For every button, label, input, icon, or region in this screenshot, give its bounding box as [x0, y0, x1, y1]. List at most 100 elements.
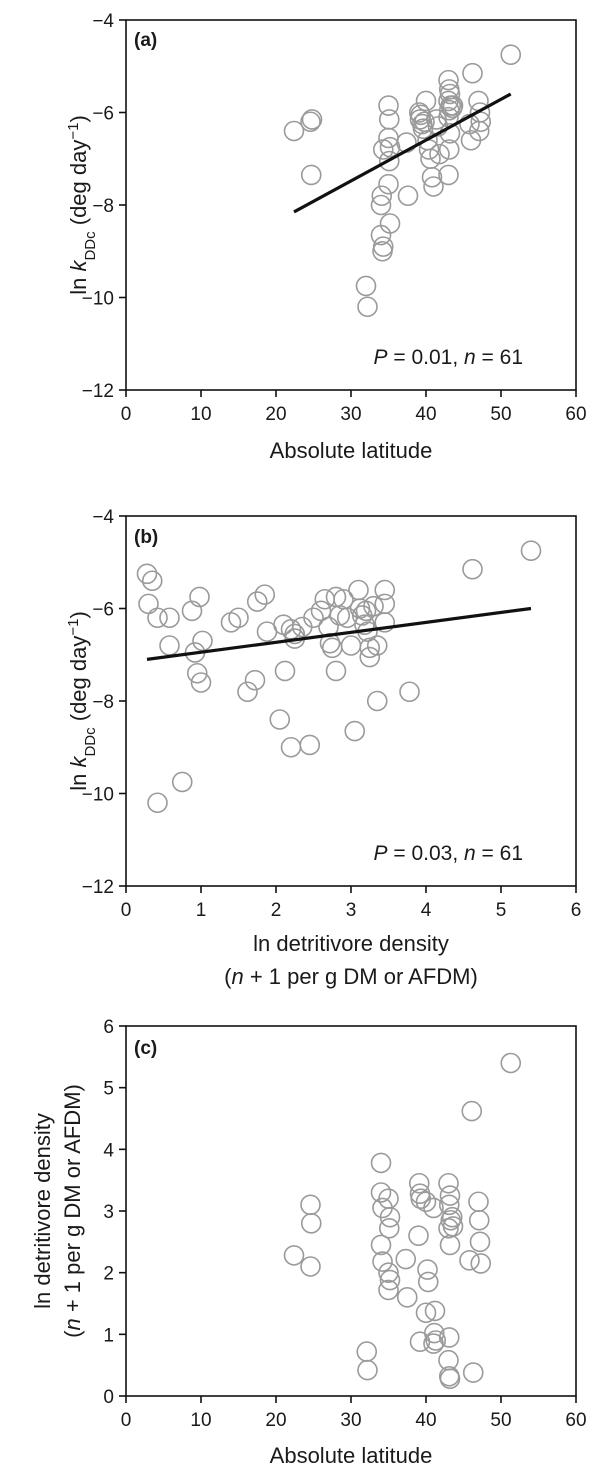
panel-a-p-label: P: [374, 346, 388, 369]
panel-c-data-point: [415, 1302, 437, 1324]
panel-c-y-tick-label: 1: [103, 1325, 114, 1346]
panel-c-data-point: [469, 1231, 491, 1253]
panel-a-points: [283, 44, 522, 318]
panel-a-data-point: [357, 296, 378, 318]
panel-b-y-axis-label-end: ): [66, 611, 91, 618]
panel-b-data-point: [246, 591, 268, 612]
panel-a-x-tick-label: 30: [340, 404, 361, 425]
panel-a-data-point: [438, 139, 460, 160]
panel-b-data-point: [141, 570, 163, 592]
panel-b-y-axis-label-k: k: [66, 756, 91, 768]
panel-a-y-axis-label-sup: −1: [65, 123, 82, 140]
panel-c-x-tick-label: 60: [565, 1410, 586, 1431]
panel-c-y-axis-label-rest: + 1 per g DM or AFDM): [60, 1084, 85, 1318]
panel-a-x-ticks: 0 10 20 30 40 50 60: [121, 390, 587, 425]
panel-b-x-axis-label-open: (: [224, 964, 232, 989]
panel-b-data-point: [340, 635, 362, 656]
panel-c-data-point: [438, 1327, 460, 1348]
panel-c-points: [283, 1052, 522, 1390]
panel-b-y-tick-label: −8: [92, 692, 114, 713]
panel-b-y-axis-label-sub: DDc: [82, 727, 99, 757]
panel-c-data-point: [470, 1253, 492, 1274]
panel-c-y-tick-label: 6: [103, 1017, 114, 1038]
panel-c-data-point: [462, 1362, 484, 1383]
panel-a-data-point: [439, 83, 461, 105]
panel-c-x-tick-label: 50: [490, 1410, 511, 1431]
panel-b-x-tick-label: 2: [271, 900, 282, 921]
panel-c-data-point: [442, 1216, 464, 1237]
panel-c-data-point: [370, 1152, 392, 1174]
panel-c-x-axis-label: Absolute latitude: [270, 1443, 433, 1468]
panel-b-data-point: [374, 579, 396, 601]
panel-c-data-point: [438, 1172, 459, 1194]
panel-b-y-axis-label-prefix: ln: [66, 768, 91, 791]
panel-b-data-point: [363, 595, 384, 617]
panel-c-data-point: [439, 1368, 461, 1390]
panel-a-data-point: [371, 185, 393, 207]
panel-c-data-point: [438, 1194, 460, 1216]
panel-c-data-point: [408, 1225, 429, 1246]
panel-a-trendline: [293, 92, 512, 214]
panel-c-data-point: [408, 1172, 430, 1194]
panel-b-data-point: [192, 630, 213, 652]
panel-a-n-label: n: [464, 346, 476, 369]
panel-b-frame: [125, 515, 577, 887]
panel-a-data-point: [438, 99, 460, 121]
panel-b-y-tick-label: −10: [82, 785, 114, 806]
panel-b-data-point: [284, 623, 306, 645]
panel-b-data-point: [269, 709, 291, 730]
panel-b-data-point: [274, 660, 296, 682]
panel-b-x-axis-label-n: n: [231, 964, 243, 989]
panel-c-y-axis-label-n: n: [60, 1318, 85, 1330]
panel-b-data-point: [228, 607, 249, 629]
panel-c-data-point: [423, 1322, 445, 1344]
panel-a: (a) −12 −10 −8 −6 −4 0 10 20 30 40 50 60 P = 0.01,…: [65, 11, 587, 463]
panel-a-n-value: = 61: [476, 346, 523, 369]
panel-a-p-value: = 0.01,: [388, 346, 464, 369]
panel-b-x-tick-label: 6: [571, 900, 582, 921]
panel-c-x-tick-label: 20: [265, 1410, 286, 1431]
panel-a-data-point: [397, 185, 419, 207]
panel-a-data-point: [470, 111, 492, 133]
panel-b-p-label: P: [374, 842, 388, 865]
panel-c-data-point: [379, 1269, 401, 1291]
panel-a-y-axis-label-k: k: [66, 260, 91, 272]
panel-c-x-ticks: 0 10 20 30 40 50 60: [121, 1396, 587, 1431]
panel-b-y-axis-label-rest: (deg day: [66, 636, 91, 728]
panel-c-data-point: [441, 1206, 463, 1228]
panel-a-y-tick-label: −8: [92, 196, 114, 217]
panel-b-data-point: [189, 586, 210, 608]
panel-b-x-tick-label: 1: [196, 900, 207, 921]
panel-c-data-point: [424, 1300, 446, 1322]
panel-a-data-point: [429, 143, 450, 165]
panel-b-data-point: [138, 593, 159, 615]
panel-b-data-point: [280, 736, 302, 758]
panel-a-data-point: [283, 120, 305, 142]
panel-c-frame: [125, 1025, 577, 1397]
panel-c-data-point: [468, 1209, 490, 1231]
panel-b-x-tick-label: 5: [496, 900, 507, 921]
panel-a-x-tick-label: 40: [415, 404, 436, 425]
panel-b-x-tick-label: 3: [346, 900, 357, 921]
panel-b-data-point: [186, 662, 208, 684]
panel-b-x-axis-label-rest: + 1 per g DM or AFDM): [244, 964, 478, 989]
panel-c-x-tick-label: 30: [340, 1410, 361, 1431]
panel-c-label: (c): [134, 1038, 157, 1059]
panel-a-label: (a): [134, 30, 157, 51]
panel-c-data-point: [439, 1185, 461, 1206]
panel-c-data-point: [283, 1245, 305, 1266]
panel-c-data-point: [459, 1250, 480, 1271]
panel-c-y-axis-label-line2: (n + 1 per g DM or AFDM): [60, 1084, 85, 1338]
panel-a-data-point: [438, 164, 459, 186]
panel-b-y-tick-label: −4: [92, 507, 114, 528]
panel-c-y-tick-label: 3: [103, 1202, 114, 1223]
panel-b-data-point: [244, 669, 266, 691]
panel-b-trendline: [146, 606, 532, 661]
panel-b-points: [136, 540, 542, 814]
panel-a-y-axis-label-rest: (deg day: [66, 140, 91, 232]
panel-c: (c) 0 1 2 3 4 5 6 0 10 20 30 40 50 60 Absolute latit…: [30, 1017, 587, 1468]
panel-b-data-point: [520, 540, 542, 561]
panel-a-data-point: [500, 44, 522, 65]
panel-b-x-tick-label: 0: [121, 900, 132, 921]
